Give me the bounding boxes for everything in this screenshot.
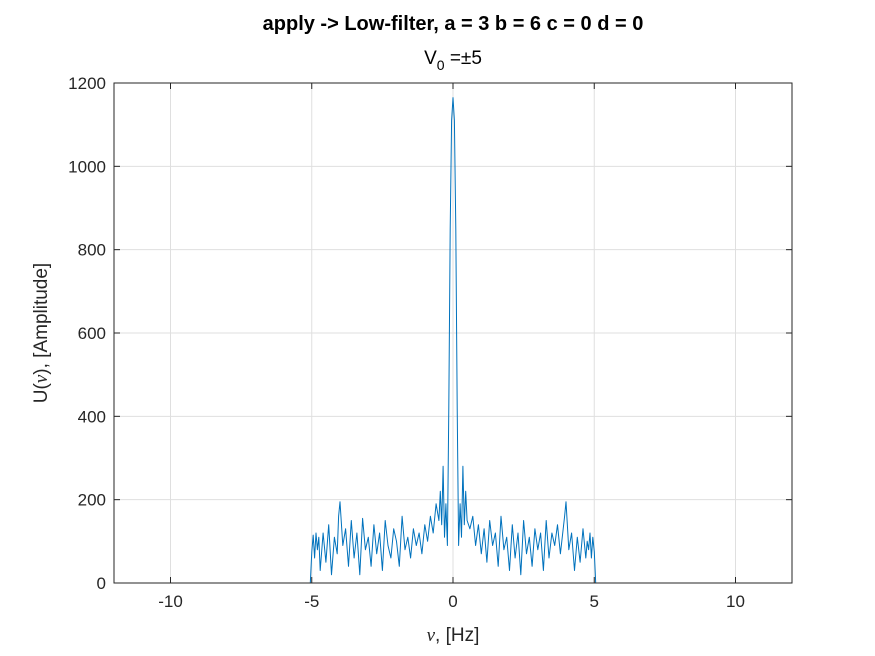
series-layer [114,97,792,584]
subtitle-subscript: 0 [437,57,445,73]
x-tick-label: 5 [590,592,599,611]
x-tick-label: 10 [726,592,745,611]
series-line [114,97,792,584]
x-tick-label: 0 [448,592,457,611]
chart-title: apply -> Low-filter, a = 3 b = 6 c = 0 d… [263,13,644,35]
y-axis-prefix: U( [31,382,52,403]
subtitle-suffix: =±5 [445,48,482,69]
y-tick-label: 600 [78,324,106,343]
y-tick-label: 400 [78,407,106,426]
x-axis-text: , [Hz] [435,625,479,646]
y-axis-suffix: ), [Amplitude] [31,263,52,375]
y-tick-label: 1200 [68,74,106,93]
x-tick-label: -10 [158,592,183,611]
x-tick-label: -5 [304,592,319,611]
chart-subtitle: V0 =±5 [424,48,482,73]
y-axis-symbol: ν [31,374,52,383]
ticks-layer: -10 -5 0 5 10 0 200 400 600 800 1000 1200 [68,74,792,611]
y-axis-label: U(ν), [Amplitude] [31,263,52,403]
x-axis-label: ν, [Hz] [427,625,480,646]
x-axis-symbol: ν [427,625,436,646]
y-tick-label: 1000 [68,157,106,176]
y-tick-label: 800 [78,241,106,260]
y-tick-label: 200 [78,491,106,510]
subtitle-prefix: V [424,48,437,69]
y-tick-label: 0 [97,574,106,593]
